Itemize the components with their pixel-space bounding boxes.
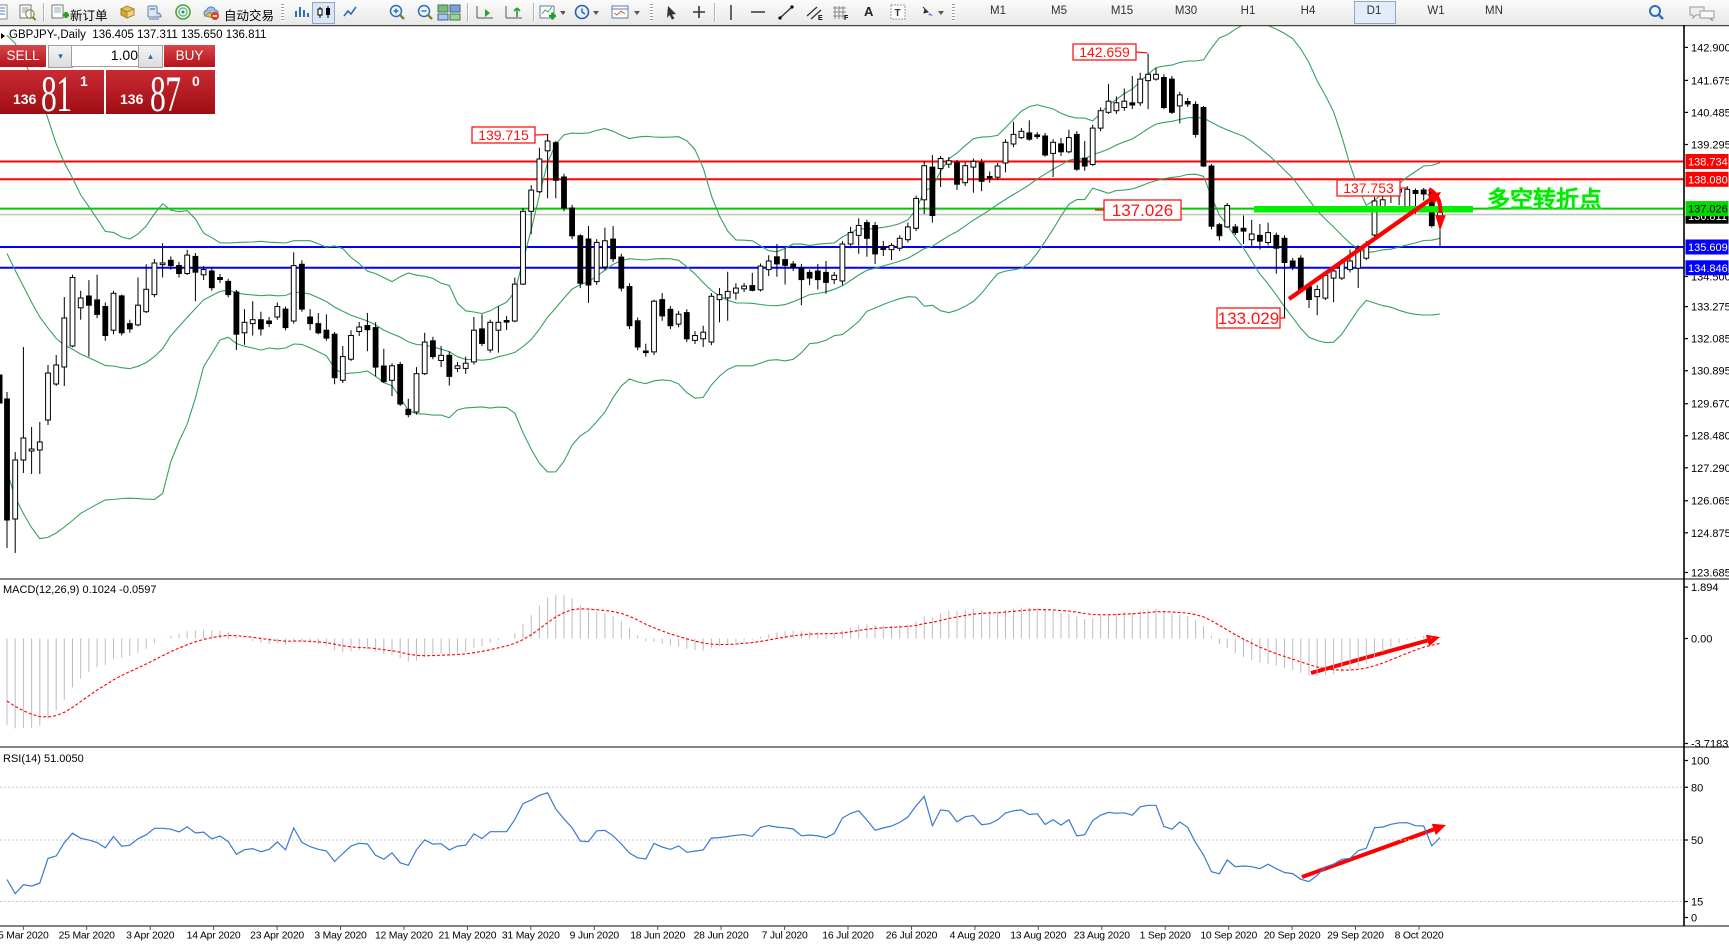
svg-text:9 Jun 2020: 9 Jun 2020 (570, 931, 620, 942)
svg-text:4 Aug 2020: 4 Aug 2020 (950, 931, 1001, 942)
svg-text:F: F (844, 15, 849, 21)
svg-text:23 Apr 2020: 23 Apr 2020 (250, 931, 304, 942)
svg-text:130.895: 130.895 (1691, 366, 1729, 378)
svg-text:28 Jun 2020: 28 Jun 2020 (694, 931, 749, 942)
svg-text:135.609: 135.609 (1688, 242, 1728, 254)
svg-text:0: 0 (1691, 913, 1697, 925)
svg-text:126.065: 126.065 (1691, 496, 1729, 508)
svg-text:123.685: 123.685 (1691, 568, 1729, 580)
svg-text:80: 80 (1691, 782, 1703, 794)
svg-text:12 May 2020: 12 May 2020 (375, 931, 433, 942)
svg-text:10 Sep 2020: 10 Sep 2020 (1200, 931, 1257, 942)
svg-text:127.290: 127.290 (1691, 463, 1729, 475)
svg-text:0.00: 0.00 (1691, 634, 1712, 646)
svg-text:7 Jul 2020: 7 Jul 2020 (762, 931, 808, 942)
svg-text:1.894: 1.894 (1691, 582, 1719, 594)
svg-text:139.715: 139.715 (478, 127, 529, 143)
svg-text:138.734: 138.734 (1688, 157, 1728, 169)
svg-text:142.900: 142.900 (1691, 42, 1729, 54)
svg-text:141.675: 141.675 (1691, 75, 1729, 87)
svg-text:3 Apr 2020: 3 Apr 2020 (126, 931, 175, 942)
svg-text:132.085: 132.085 (1691, 334, 1729, 346)
svg-text:128.480: 128.480 (1691, 431, 1729, 443)
svg-text:137.026: 137.026 (1112, 201, 1173, 220)
svg-text:1 Sep 2020: 1 Sep 2020 (1140, 931, 1192, 942)
svg-text:18 Jun 2020: 18 Jun 2020 (630, 931, 685, 942)
svg-text:133.275: 133.275 (1691, 302, 1729, 314)
svg-text:140.485: 140.485 (1691, 107, 1729, 119)
svg-text:124.875: 124.875 (1691, 528, 1729, 540)
svg-text:129.670: 129.670 (1691, 399, 1729, 411)
svg-text:137.026: 137.026 (1688, 204, 1728, 216)
svg-text:23 Aug 2020: 23 Aug 2020 (1074, 931, 1131, 942)
svg-text:多空转折点: 多空转折点 (1487, 186, 1602, 212)
svg-text:RSI(14) 51.0050: RSI(14) 51.0050 (3, 753, 84, 765)
svg-text:5 Mar 2020: 5 Mar 2020 (0, 931, 49, 942)
svg-text:137.753: 137.753 (1343, 180, 1394, 196)
svg-text:21 May 2020: 21 May 2020 (438, 931, 496, 942)
svg-text:20 Sep 2020: 20 Sep 2020 (1264, 931, 1321, 942)
svg-text:100: 100 (1691, 756, 1709, 768)
svg-text:E: E (818, 15, 823, 21)
svg-text:139.295: 139.295 (1691, 140, 1729, 152)
svg-text:29 Sep 2020: 29 Sep 2020 (1327, 931, 1384, 942)
svg-text:MACD(12,26,9) 0.1024 -0.0597: MACD(12,26,9) 0.1024 -0.0597 (3, 584, 156, 596)
svg-text:142.659: 142.659 (1079, 44, 1130, 60)
svg-text:8 Oct 2020: 8 Oct 2020 (1395, 931, 1444, 942)
svg-text:50: 50 (1691, 835, 1703, 847)
svg-text:31 May 2020: 31 May 2020 (502, 931, 560, 942)
svg-text:3 May 2020: 3 May 2020 (314, 931, 367, 942)
svg-text:15: 15 (1691, 896, 1703, 908)
svg-text:133.029: 133.029 (1218, 309, 1279, 328)
svg-text:138.080: 138.080 (1688, 174, 1728, 186)
svg-text:T: T (895, 8, 901, 19)
svg-text:26 Jul 2020: 26 Jul 2020 (886, 931, 938, 942)
svg-text:-3.7183: -3.7183 (1691, 739, 1728, 751)
svg-text:25 Mar 2020: 25 Mar 2020 (59, 931, 116, 942)
svg-text:14 Apr 2020: 14 Apr 2020 (187, 931, 241, 942)
svg-text:134.846: 134.846 (1688, 263, 1728, 275)
svg-text:13 Aug 2020: 13 Aug 2020 (1010, 931, 1067, 942)
svg-text:16 Jul 2020: 16 Jul 2020 (822, 931, 874, 942)
